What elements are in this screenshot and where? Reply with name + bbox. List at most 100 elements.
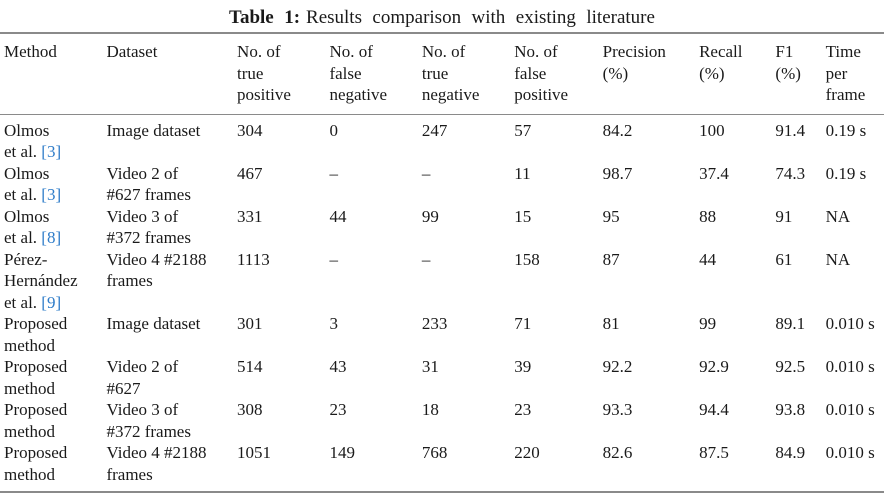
value-cell: 92.2: [602, 357, 633, 376]
table-body: Olmos et al. [3] Image dataset 304 0 247 57 84…: [0, 114, 884, 492]
value-cell: 304: [237, 120, 263, 140]
method-name: Proposed method: [4, 314, 68, 355]
method-cell: Proposed method: [0, 399, 106, 442]
value-cell: 1113: [237, 249, 270, 269]
column-header: Time per frame: [825, 42, 866, 104]
value-cell: –: [421, 249, 431, 269]
citation-link[interactable]: [3]: [41, 142, 62, 161]
dataset-cell: Video 2 of #627 frames: [106, 163, 191, 205]
value-cell: 18: [421, 400, 439, 419]
value-cell: 0.19 s: [825, 163, 867, 183]
table-header: Method Dataset No. of true positive No. of …: [0, 33, 884, 114]
value-cell: 44: [699, 249, 717, 269]
method-cell: Pérez- Hernández et al. [9]: [0, 249, 106, 314]
value-cell: 11: [514, 163, 531, 183]
dataset-cell: Image dataset: [106, 120, 201, 140]
method-name: Olmos et al.: [4, 163, 50, 205]
value-cell: 92.5: [775, 357, 806, 376]
value-cell: 57: [514, 120, 532, 140]
value-cell: –: [421, 163, 431, 183]
value-cell: 0.010 s: [825, 314, 875, 333]
table-row: Olmos et al. [3] Video 2 of #627 frames 46…: [0, 163, 884, 206]
value-cell: –: [329, 163, 338, 183]
column-header: No. of false negative: [329, 42, 388, 104]
column-header: Method: [4, 42, 57, 61]
value-cell: 220: [514, 443, 540, 462]
value-cell: 93.3: [602, 400, 633, 419]
table-row: Pérez- Hernández et al. [9] Video 4 #2188…: [0, 249, 884, 314]
header-row: Method Dataset No. of true positive No. of …: [0, 33, 884, 114]
dataset-cell: Image dataset: [106, 314, 201, 333]
value-cell: 61: [775, 249, 793, 269]
column-header: No. of true positive: [237, 42, 291, 104]
value-cell: 99: [699, 314, 717, 333]
value-cell: 74.3: [775, 163, 806, 183]
value-cell: 44: [329, 206, 347, 226]
value-cell: –: [329, 249, 338, 269]
value-cell: 23: [329, 400, 347, 419]
column-header: No. of false positive: [514, 42, 569, 104]
column-header: Precision (%): [602, 42, 666, 83]
value-cell: 43: [329, 357, 347, 376]
value-cell: 84.2: [602, 120, 633, 140]
value-cell: 95: [602, 206, 620, 226]
table-caption-label: Table 1:: [229, 7, 301, 28]
method-name: Pérez- Hernández et al.: [4, 249, 78, 312]
method-cell: Proposed method: [0, 442, 106, 492]
value-cell: 0.010 s: [825, 443, 875, 462]
value-cell: 0.19 s: [825, 120, 867, 140]
value-cell: 158: [514, 249, 540, 269]
table-row: Proposed method Video 3 of #372 frames 308…: [0, 399, 884, 442]
table-caption-text: Results comparison with existing literat…: [306, 7, 655, 28]
value-cell: 0.010 s: [825, 357, 875, 376]
table-row: Proposed method Video 2 of #627 514 43 31 39 9…: [0, 356, 884, 399]
column-header: F1 (%): [775, 42, 801, 83]
method-name: Proposed method: [4, 443, 68, 484]
method-name: Olmos et al.: [4, 120, 50, 162]
method-name: Olmos et al.: [4, 206, 50, 248]
value-cell: 82.6: [602, 443, 633, 462]
value-cell: 768: [421, 443, 448, 462]
method-cell: Olmos et al. [3]: [0, 114, 106, 163]
value-cell: 99: [421, 206, 439, 226]
method-cell: Olmos et al. [8]: [0, 206, 106, 249]
value-cell: 98.7: [602, 163, 633, 183]
value-cell: 92.9: [699, 357, 729, 376]
dataset-cell: Video 4 #2188 frames: [106, 443, 207, 484]
citation-link[interactable]: [3]: [41, 185, 62, 204]
value-cell: NA: [825, 249, 851, 269]
citation-link[interactable]: [8]: [41, 228, 62, 247]
value-cell: 100: [699, 120, 725, 140]
value-cell: 91.4: [775, 120, 806, 140]
dataset-cell: Video 3 of #372 frames: [106, 206, 191, 248]
value-cell: 0.010 s: [825, 400, 875, 419]
value-cell: 37.4: [699, 163, 729, 183]
column-header: Dataset: [106, 42, 158, 61]
dataset-cell: Video 4 #2188 frames: [106, 249, 207, 291]
column-header: Recall (%): [699, 42, 743, 83]
value-cell: 31: [421, 357, 439, 376]
value-cell: 89.1: [775, 314, 806, 333]
value-cell: 94.4: [699, 400, 729, 419]
table-row: Proposed method Video 4 #2188 frames 1051 1…: [0, 442, 884, 492]
value-cell: 71: [514, 314, 532, 333]
value-cell: 247: [421, 120, 448, 140]
value-cell: 331: [237, 206, 263, 226]
dataset-cell: Video 2 of #627: [106, 357, 179, 398]
value-cell: 87: [602, 249, 620, 269]
results-table: Method Dataset No. of true positive No. of …: [0, 32, 884, 493]
method-name: Proposed method: [4, 400, 68, 441]
value-cell: 467: [237, 163, 263, 183]
citation-link[interactable]: [9]: [41, 292, 62, 312]
table-caption: Table 1: Results comparison with existing…: [0, 0, 884, 29]
method-name: Proposed method: [4, 357, 68, 398]
value-cell: 233: [421, 314, 448, 333]
table-row: Olmos et al. [8] Video 3 of #372 frames 33…: [0, 206, 884, 249]
value-cell: 1051: [237, 443, 272, 462]
column-header: No. of true negative: [421, 42, 480, 104]
value-cell: 3: [329, 314, 338, 333]
dataset-cell: Video 3 of #372 frames: [106, 400, 191, 441]
value-cell: 87.5: [699, 443, 729, 462]
value-cell: 84.9: [775, 443, 806, 462]
